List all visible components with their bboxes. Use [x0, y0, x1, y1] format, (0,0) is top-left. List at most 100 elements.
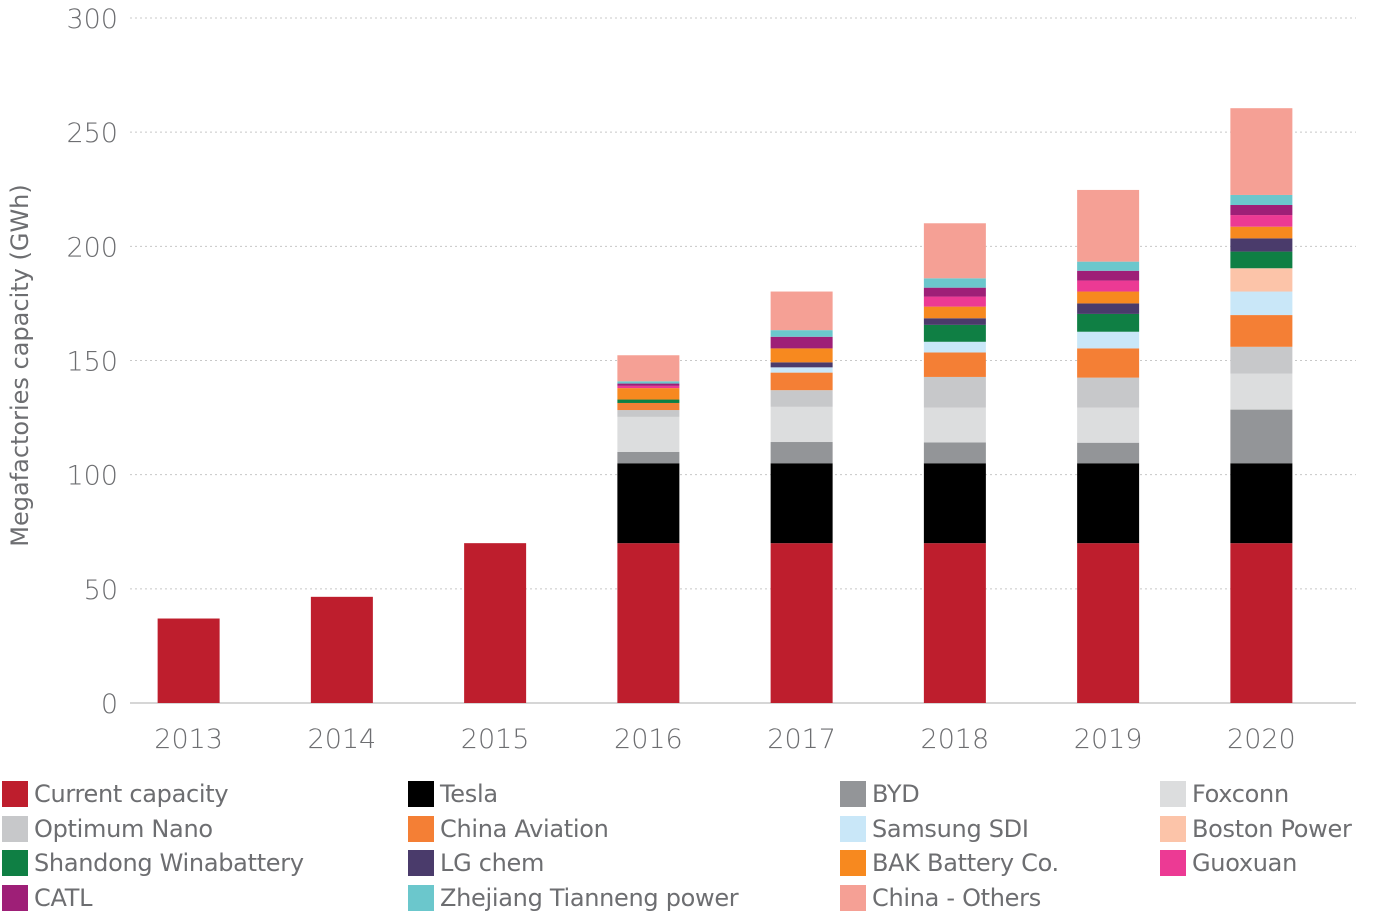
- bar-segment-current-capacity: [617, 543, 680, 703]
- x-tick-label: 2013: [154, 724, 223, 755]
- bar-stack-2018: [923, 223, 986, 703]
- bar-segment-catl: [770, 336, 833, 349]
- bar-segment-china-aviation: [617, 402, 680, 411]
- bar-segment-bak-battery-co: [770, 348, 833, 363]
- bar-segment-tesla: [1230, 463, 1293, 544]
- legend-label: Tesla: [440, 780, 498, 808]
- bar-segment-shandong-winabattery: [1230, 251, 1293, 269]
- bar-stack-2014: [310, 596, 373, 703]
- legend-item-china-aviation: China Aviation: [408, 813, 609, 845]
- bar-segment-catl: [1230, 205, 1293, 216]
- bar-segment-zhejiang-tianneng-power: [1077, 261, 1140, 271]
- bar-segment-bak-battery-co: [1077, 291, 1140, 304]
- bar-segment-byd: [923, 442, 986, 464]
- bar-segment-samsung-sdi: [1077, 331, 1140, 349]
- bar-segment-samsung-sdi: [923, 341, 986, 353]
- legend-swatch: [2, 850, 28, 876]
- bar-segment-samsung-sdi: [770, 367, 833, 373]
- bar-segment-catl: [923, 287, 986, 297]
- bar-segment-current-capacity: [923, 543, 986, 703]
- bar-segment-lg-chem: [770, 362, 833, 368]
- bar-segment-current-capacity: [310, 596, 373, 703]
- bar-segment-samsung-sdi: [1230, 291, 1293, 316]
- legend-item-shandong-winabattery: Shandong Winabattery: [2, 847, 304, 879]
- legend-label: Guoxuan: [1192, 849, 1297, 877]
- bar-segment-byd: [617, 451, 680, 464]
- bar-segment-optimum-nano: [617, 410, 680, 417]
- legend-label: China - Others: [872, 883, 1041, 912]
- y-tick-label: 250: [66, 118, 118, 149]
- legend-swatch: [1160, 850, 1186, 876]
- bar-segment-boston-power: [1230, 268, 1293, 292]
- legend-swatch: [840, 815, 866, 842]
- bar-segment-zhejiang-tianneng-power: [1230, 194, 1293, 206]
- bar-segment-bak-battery-co: [617, 388, 680, 400]
- x-tick-label: 2015: [461, 724, 530, 755]
- bar-segment-zhejiang-tianneng-power: [617, 381, 680, 384]
- legend-swatch: [408, 850, 434, 876]
- y-tick-label: 0: [101, 689, 118, 720]
- legend-item-zhejiang-tianneng-power: Zhejiang Tianneng power: [408, 882, 739, 914]
- bar-segment-lg-chem: [1077, 303, 1140, 314]
- bar-segment-optimum-nano: [923, 376, 986, 408]
- bar-segment-catl: [617, 383, 680, 386]
- legend-label: Current capacity: [34, 780, 229, 808]
- bar-segment-current-capacity: [770, 543, 833, 703]
- x-tick-label: 2018: [921, 724, 990, 755]
- bar-segment-china-aviation: [1077, 348, 1140, 378]
- legend-swatch: [840, 781, 866, 807]
- legend-label: Foxconn: [1192, 780, 1289, 808]
- bar-segment-current-capacity: [1230, 543, 1293, 703]
- legend-label: Shandong Winabattery: [34, 849, 304, 877]
- legend-label: China Aviation: [440, 814, 609, 843]
- y-tick-label: 50: [84, 575, 118, 606]
- bar-segment-china-others: [617, 355, 680, 382]
- x-tick-label: 2020: [1227, 724, 1296, 755]
- x-tick-label: 2014: [308, 724, 377, 755]
- bar-segment-byd: [1230, 409, 1293, 464]
- legend-item-lg-chem: LG chem: [408, 847, 544, 879]
- bar-segment-china-aviation: [1230, 315, 1293, 347]
- bar-segment-china-others: [1077, 189, 1140, 262]
- legend-item-foxconn: Foxconn: [1160, 778, 1289, 810]
- bar-segment-current-capacity: [157, 618, 220, 703]
- bar-segment-shandong-winabattery: [923, 324, 986, 342]
- bar-stack-2019: [1077, 189, 1140, 703]
- bar-segment-guoxuan: [1077, 280, 1140, 292]
- bar-segment-current-capacity: [1077, 543, 1140, 703]
- bar-segment-tesla: [770, 463, 833, 544]
- bar-segment-china-others: [1230, 108, 1293, 195]
- bar-segment-foxconn: [617, 416, 680, 452]
- y-tick-label: 200: [66, 232, 118, 263]
- bar-segment-china-others: [770, 291, 833, 331]
- legend-item-tesla: Tesla: [408, 778, 498, 810]
- bar-segment-optimum-nano: [770, 390, 833, 407]
- bar-segment-guoxuan: [617, 385, 680, 389]
- bar-segment-foxconn: [1230, 373, 1293, 410]
- bar-segment-foxconn: [1077, 407, 1140, 443]
- bars: [157, 108, 1293, 703]
- bar-segment-byd: [770, 442, 833, 464]
- bar-stack-2015: [464, 543, 527, 703]
- legend-swatch: [1160, 781, 1186, 807]
- x-tick-label: 2017: [767, 724, 836, 755]
- bar-stack-2016: [617, 355, 680, 703]
- legend-swatch: [2, 815, 28, 842]
- legend-item-bak-battery-co: BAK Battery Co.: [840, 847, 1059, 879]
- bar-segment-catl: [1077, 270, 1140, 281]
- y-tick-label: 300: [66, 4, 118, 35]
- x-tick-label: 2019: [1074, 724, 1143, 755]
- bar-segment-guoxuan: [923, 296, 986, 307]
- bar-segment-zhejiang-tianneng-power: [923, 278, 986, 288]
- bar-segment-guoxuan: [1230, 215, 1293, 227]
- legend-label: CATL: [34, 883, 93, 912]
- bar-segment-tesla: [923, 463, 986, 544]
- y-tick-label: 150: [66, 347, 118, 378]
- legend-swatch: [408, 815, 434, 842]
- bar-segment-china-aviation: [770, 372, 833, 391]
- legend-swatch: [840, 850, 866, 876]
- legend-item-optimum-nano: Optimum Nano: [2, 813, 213, 845]
- bar-segment-foxconn: [923, 407, 986, 443]
- legend-swatch: [1160, 815, 1186, 842]
- legend-swatch: [840, 884, 866, 911]
